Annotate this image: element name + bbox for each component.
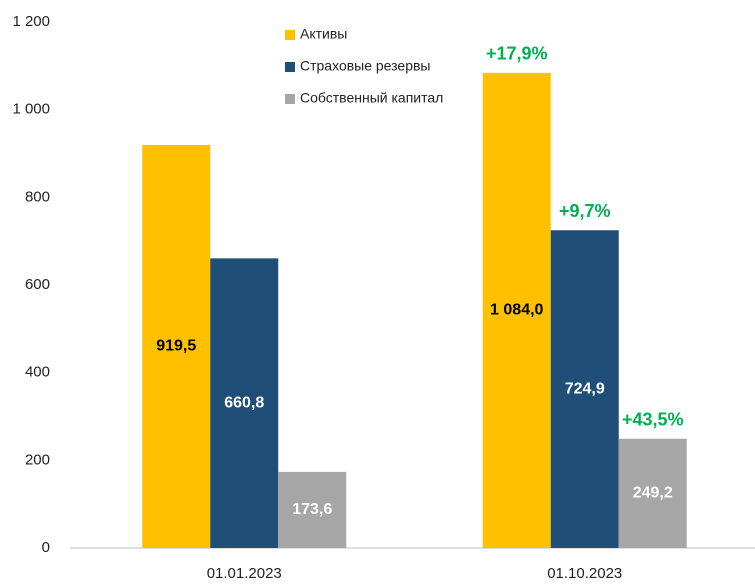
legend-swatch (285, 94, 295, 104)
y-tick-label: 0 (42, 539, 50, 556)
change-label: +17,9% (486, 44, 548, 64)
value-label: 919,5 (156, 338, 196, 355)
y-tick-label: 800 (25, 188, 50, 205)
value-label: 1 084,0 (490, 302, 543, 319)
bar (142, 144, 211, 548)
bar (210, 258, 279, 548)
change-label: +43,5% (622, 410, 684, 430)
y-tick-label: 1 200 (12, 13, 50, 30)
bar (482, 72, 551, 548)
legend-label: Активы (300, 26, 347, 42)
legend-label: Страховые резервы (300, 58, 431, 74)
bar (618, 438, 687, 548)
y-tick-label: 1 000 (12, 101, 50, 118)
legend-swatch (285, 30, 295, 40)
change-label: +9,7% (559, 201, 611, 221)
bar (278, 471, 347, 548)
value-label: 249,2 (633, 485, 673, 502)
value-label: 173,6 (292, 501, 332, 518)
x-tick-label: 01.01.2023 (207, 565, 282, 582)
value-label: 724,9 (565, 380, 605, 397)
y-tick-label: 600 (25, 276, 50, 293)
bar (550, 230, 619, 548)
y-tick-label: 400 (25, 364, 50, 381)
value-label: 660,8 (224, 394, 264, 411)
x-tick-label: 01.10.2023 (547, 565, 622, 582)
legend-swatch (285, 62, 295, 72)
legend-label: Собственный капитал (300, 90, 443, 106)
y-tick-label: 200 (25, 451, 50, 468)
